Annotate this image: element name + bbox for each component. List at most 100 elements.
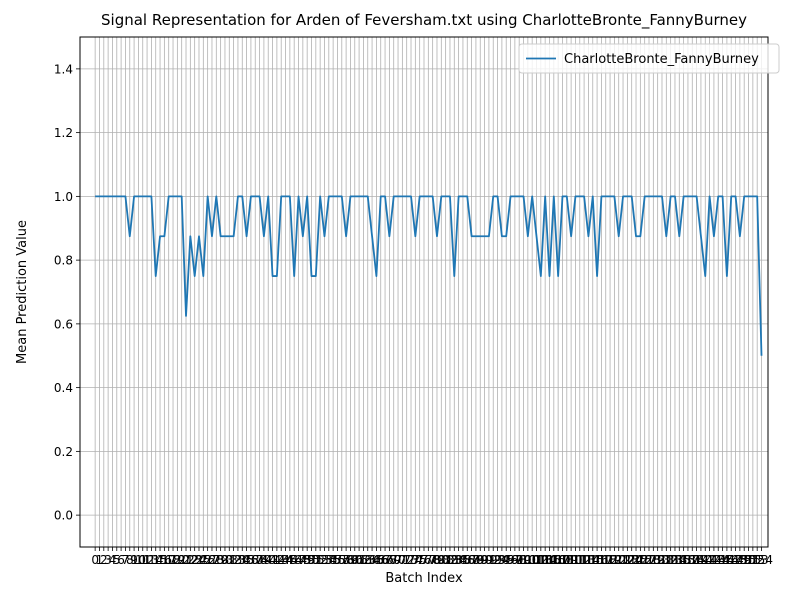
x-axis-label: Batch Index [385, 571, 463, 586]
y-axis-ticks: 0.0 0.2 0.4 0.6 0.8 1.0 1.2 1.4 [54, 62, 80, 523]
x-tick-label: 4 [109, 553, 117, 567]
x-tick-label: 111 [564, 553, 587, 567]
x-tick-label: 113 [573, 553, 596, 567]
x-tick-label: 107 [547, 553, 570, 567]
y-tick-label: 1.0 [54, 190, 73, 204]
x-tick-label: 103 [529, 553, 552, 567]
series-lines [95, 195, 763, 356]
x-tick-label: 152 [741, 553, 764, 567]
x-tick-label: 97 [507, 553, 522, 567]
x-tick-label: 82 [442, 553, 457, 567]
x-tick-label: 19 [170, 553, 185, 567]
x-tick-label: 8 [126, 553, 134, 567]
x-tick-label: 75 [412, 553, 427, 567]
x-tick-label: 47 [291, 553, 306, 567]
x-tick-label: 74 [408, 553, 423, 567]
x-tick-label: 117 [590, 553, 613, 567]
x-tick-label: 141 [694, 553, 717, 567]
x-tick-label: 115 [581, 553, 604, 567]
x-tick-label: 54 [321, 553, 336, 567]
x-tick-label: 122 [612, 553, 635, 567]
x-tick-label: 98 [512, 553, 527, 567]
x-tick-label: 57 [334, 553, 349, 567]
x-tick-label: 79 [429, 553, 444, 567]
x-tick-label: 45 [282, 553, 297, 567]
y-tick-label: 1.2 [54, 126, 73, 140]
x-tick-label: 154 [750, 553, 773, 567]
x-tick-label: 134 [664, 553, 687, 567]
grid-lines [80, 37, 768, 547]
x-tick-label: 129 [642, 553, 665, 567]
x-tick-label: 21 [178, 553, 193, 567]
x-tick-label: 84 [451, 553, 466, 567]
x-tick-label: 146 [715, 553, 738, 567]
x-tick-label: 73 [403, 553, 418, 567]
x-tick-label: 6 [117, 553, 125, 567]
x-tick-label: 31 [222, 553, 237, 567]
x-tick-label: 92 [486, 553, 501, 567]
x-tick-label: 140 [689, 553, 712, 567]
x-tick-label: 44 [278, 553, 293, 567]
x-tick-label: 110 [560, 553, 583, 567]
x-tick-label: 37 [248, 553, 263, 567]
y-tick-label: 1.4 [54, 62, 73, 76]
x-tick-label: 55 [325, 553, 340, 567]
x-tick-label: 139 [685, 553, 708, 567]
x-tick-label: 72 [399, 553, 414, 567]
x-tick-label: 43 [274, 553, 289, 567]
x-tick-label: 88 [468, 553, 483, 567]
x-tick-label: 147 [720, 553, 743, 567]
x-tick-label: 22 [183, 553, 198, 567]
x-tick-label: 58 [338, 553, 353, 567]
x-tick-label: 9 [130, 553, 138, 567]
x-tick-label: 148 [724, 553, 747, 567]
y-tick-label: 0.8 [54, 254, 73, 268]
y-tick-label: 0.4 [54, 381, 73, 395]
x-tick-label: 143 [702, 553, 725, 567]
x-tick-label: 124 [620, 553, 643, 567]
x-tick-label: 90 [477, 553, 492, 567]
x-tick-label: 64 [364, 553, 379, 567]
plot-frame [79, 36, 769, 548]
x-tick-label: 24 [191, 553, 206, 567]
x-tick-label: 35 [239, 553, 254, 567]
x-tick-label: 87 [464, 553, 479, 567]
x-tick-label: 27 [204, 553, 219, 567]
x-tick-label: 11 [135, 553, 150, 567]
x-tick-label: 69 [386, 553, 401, 567]
x-tick-label: 86 [460, 553, 475, 567]
x-tick-label: 14 [148, 553, 163, 567]
x-tick-label: 70 [390, 553, 405, 567]
x-tick-label: 18 [165, 553, 180, 567]
x-tick-label: 33 [230, 553, 245, 567]
x-tick-label: 39 [256, 553, 271, 567]
x-tick-label: 96 [503, 553, 518, 567]
x-tick-label: 76 [416, 553, 431, 567]
x-tick-label: 95 [499, 553, 514, 567]
x-tick-label: 120 [603, 553, 626, 567]
legend-box [518, 43, 780, 74]
x-tick-label: 36 [243, 553, 258, 567]
x-tick-label: 0 [91, 553, 99, 567]
x-tick-label: 118 [594, 553, 617, 567]
x-tick-label: 61 [351, 553, 366, 567]
chart-title: Signal Representation for Arden of Fever… [101, 11, 747, 30]
x-tick-label: 62 [356, 553, 371, 567]
x-tick-label: 30 [217, 553, 232, 567]
x-tick-label: 78 [425, 553, 440, 567]
x-tick-label: 151 [737, 553, 760, 567]
x-tick-label: 127 [633, 553, 656, 567]
x-tick-label: 105 [538, 553, 561, 567]
x-tick-label: 13 [144, 553, 159, 567]
y-tick-label: 0.2 [54, 445, 73, 459]
x-tick-label: 67 [377, 553, 392, 567]
x-tick-label: 126 [629, 553, 652, 567]
x-tick-label: 42 [269, 553, 284, 567]
x-tick-label: 50 [304, 553, 319, 567]
x-tick-label: 136 [672, 553, 695, 567]
x-tick-label: 100 [516, 553, 539, 567]
x-tick-label: 17 [161, 553, 176, 567]
x-tick-label: 28 [209, 553, 224, 567]
x-tick-label: 137 [676, 553, 699, 567]
